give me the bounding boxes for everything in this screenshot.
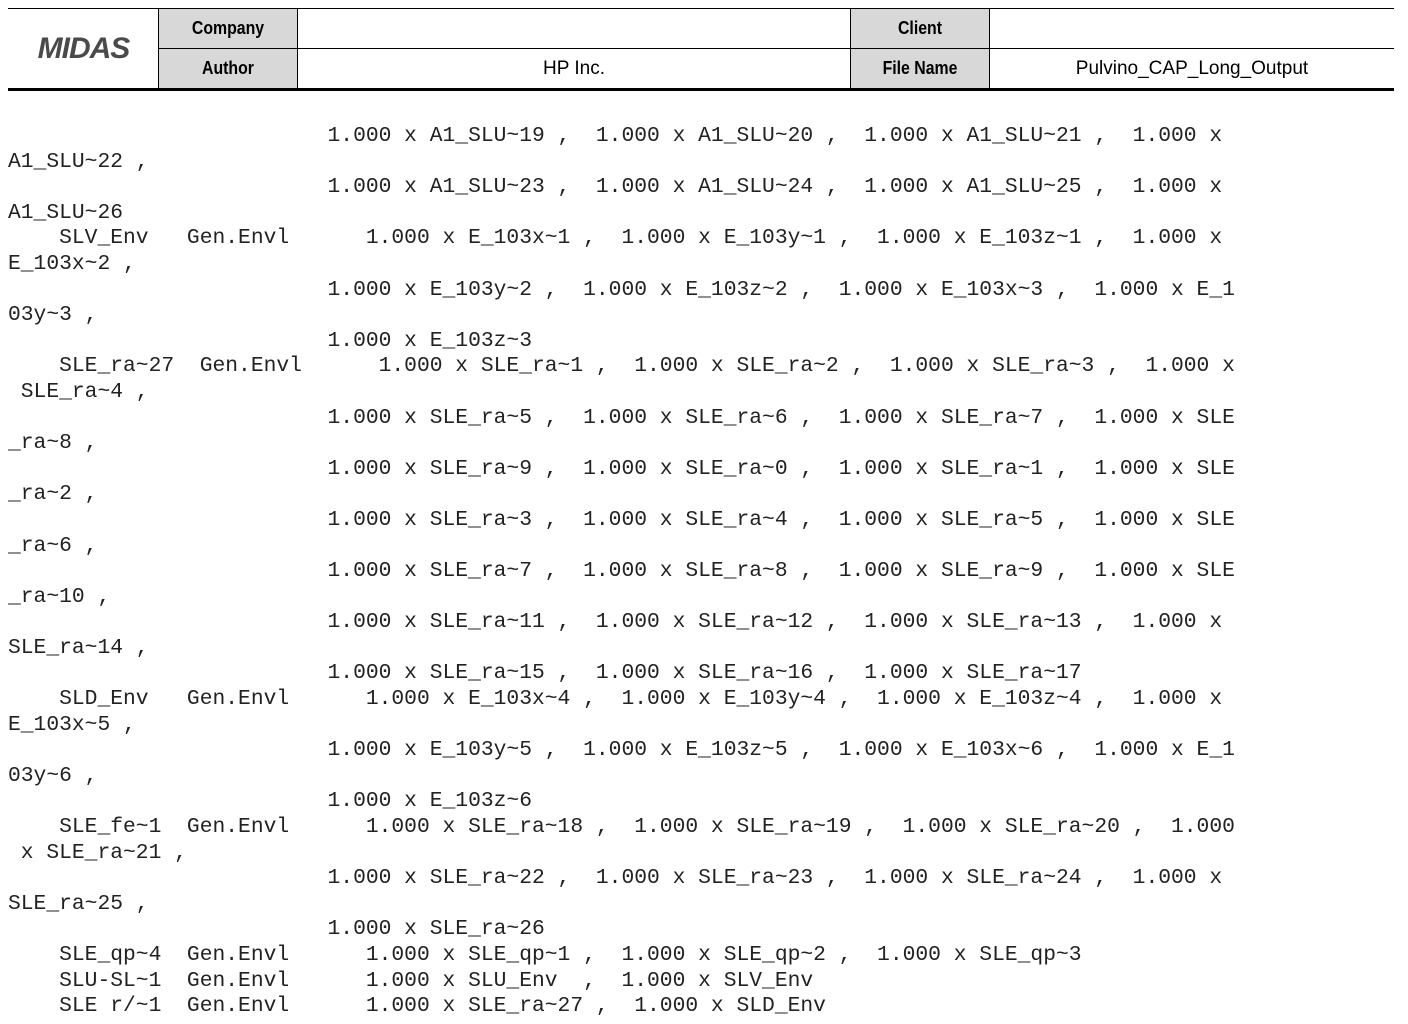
text-line: 1.000 x SLE_ra~7 , 1.000 x SLE_ra~8 , 1.…	[8, 559, 1235, 584]
text-line: 1.000 x A1_SLU~23 , 1.000 x A1_SLU~24 , …	[8, 175, 1223, 200]
text-line: 03y~3 ,	[8, 303, 98, 328]
text-line: E_103x~5 ,	[8, 712, 136, 737]
text-line: 1.000 x SLE_ra~9 , 1.000 x SLE_ra~0 , 1.…	[8, 456, 1235, 481]
text-line: SLE r/~1 Gen.Envl 1.000 x SLE_ra~27 , 1.…	[8, 994, 826, 1019]
midas-logo: MIDAS	[8, 9, 159, 88]
text-line: 03y~6 ,	[8, 763, 98, 788]
text-line: x SLE_ra~21 ,	[8, 840, 187, 865]
text-line: 1.000 x E_103z~3	[8, 328, 533, 353]
filename-value: Pulvino_CAP_Long_Output	[1075, 57, 1309, 79]
text-line: 1.000 x SLE_ra~3 , 1.000 x SLE_ra~4 , 1.…	[8, 507, 1235, 532]
logo-text: MIDAS	[37, 31, 131, 65]
text-line: SLU-SL~1 Gen.Envl 1.000 x SLU_Env , 1.00…	[8, 968, 814, 993]
text-line: E_103x~2 ,	[8, 251, 136, 276]
text-line: A1_SLU~26	[8, 200, 124, 225]
client-label: Client	[859, 9, 981, 48]
header-top-rule	[8, 8, 1394, 9]
text-line: _ra~6 ,	[8, 533, 98, 558]
text-line: 1.000 x SLE_ra~15 , 1.000 x SLE_ra~16 , …	[8, 661, 1082, 686]
header-row-divider	[158, 48, 1394, 49]
text-line: SLE_ra~25 ,	[8, 891, 149, 916]
text-line: SLE_ra~4 ,	[8, 379, 149, 404]
text-line: 1.000 x SLE_ra~5 , 1.000 x SLE_ra~6 , 1.…	[8, 405, 1235, 430]
text-line: _ra~2 ,	[8, 482, 98, 507]
author-value: HP Inc.	[543, 57, 605, 79]
text-line: _ra~8 ,	[8, 431, 98, 456]
text-line: SLD_Env Gen.Envl 1.000 x E_103x~4 , 1.00…	[8, 687, 1223, 712]
company-label: Company	[167, 9, 289, 48]
text-line: 1.000 x A1_SLU~19 , 1.000 x A1_SLU~20 , …	[8, 124, 1223, 148]
text-line: SLE_qp~4 Gen.Envl 1.000 x SLE_qp~1 , 1.0…	[8, 943, 1082, 967]
text-line: SLE_ra~14 ,	[8, 635, 149, 660]
client-value	[990, 9, 1394, 48]
load-combination-listing: 1.000 x A1_SLU~19 , 1.000 x A1_SLU~20 , …	[8, 124, 1235, 1020]
text-line: 1.000 x E_103y~5 , 1.000 x E_103z~5 , 1.…	[8, 738, 1235, 763]
text-line: 1.000 x SLE_ra~22 , 1.000 x SLE_ra~23 , …	[8, 866, 1223, 891]
author-label: Author	[167, 49, 289, 88]
text-line: 1.000 x SLE_ra~26	[8, 917, 545, 942]
filename-label: File Name	[859, 49, 981, 88]
text-line: SLE_ra~27 Gen.Envl 1.000 x SLE_ra~1 , 1.…	[8, 354, 1235, 379]
text-line: SLV_Env Gen.Envl 1.000 x E_103x~1 , 1.00…	[8, 226, 1223, 251]
text-line: 1.000 x E_103y~2 , 1.000 x E_103z~2 , 1.…	[8, 277, 1235, 302]
text-line: A1_SLU~22 ,	[8, 149, 149, 174]
company-value	[298, 9, 850, 48]
report-header: MIDAS Company Client Author HP Inc. File…	[8, 8, 1394, 91]
text-line: 1.000 x E_103z~6	[8, 789, 533, 814]
header-bottom-rule	[8, 88, 1394, 91]
text-line: SLE_fe~1 Gen.Envl 1.000 x SLE_ra~18 , 1.…	[8, 815, 1235, 840]
text-line: _ra~10 ,	[8, 584, 111, 609]
text-line: 1.000 x SLE_ra~11 , 1.000 x SLE_ra~12 , …	[8, 610, 1223, 635]
